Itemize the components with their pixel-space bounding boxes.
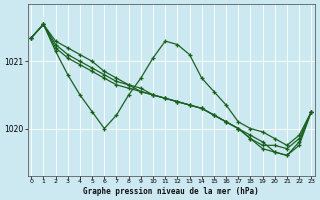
X-axis label: Graphe pression niveau de la mer (hPa): Graphe pression niveau de la mer (hPa): [84, 187, 259, 196]
